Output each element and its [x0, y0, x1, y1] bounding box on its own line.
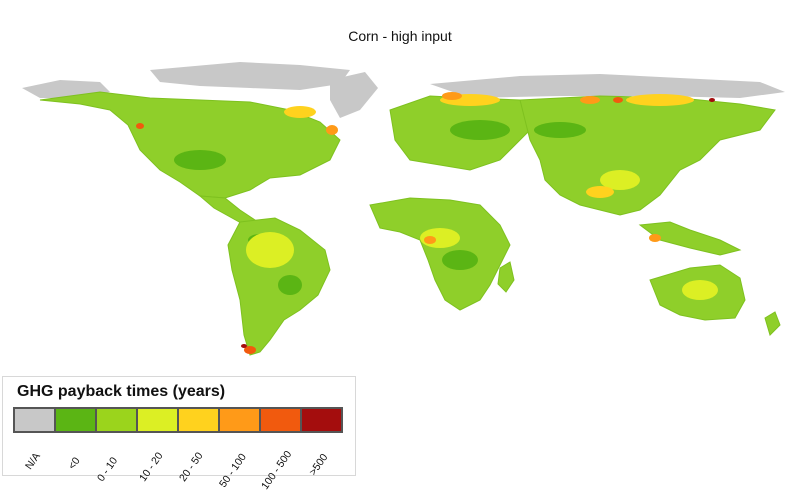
class-50-100-patches: [326, 92, 661, 244]
legend-swatch-50-100: [220, 409, 261, 431]
legend-label-50-100: 50 - 100: [217, 451, 249, 490]
southeast-asia-islands: [638, 221, 742, 256]
legend-swatch-0-10: [97, 409, 138, 431]
africa: [369, 197, 511, 311]
legend-label-gt500: >500: [307, 451, 331, 478]
class-20-50-patches: [284, 94, 694, 198]
legend-label-na: N/A: [23, 450, 43, 472]
class-lt0-patches: [174, 120, 586, 295]
legend-swatch-100-500: [261, 409, 302, 431]
legend-title: GHG payback times (years): [17, 383, 226, 400]
madagascar: [497, 261, 515, 293]
world-map: [22, 62, 785, 356]
legend-labels: N/A <0 0 - 10 10 - 20 20 - 50 50 - 100 1…: [13, 435, 353, 492]
asia: [519, 95, 776, 216]
legend-label-100-500: 100 - 500: [259, 448, 295, 492]
class-100-500-patches: [136, 97, 623, 354]
legend-swatch-20-50: [179, 409, 220, 431]
legend-color-bar: [13, 407, 343, 433]
legend: GHG payback times (years) N/A <0 0 - 10 …: [2, 376, 356, 492]
map-title: Corn - high input: [348, 28, 452, 44]
north-america: [39, 91, 341, 199]
class-gt500-patches: [241, 98, 715, 348]
siberia-north: [430, 74, 785, 98]
legend-swatch-lt0: [56, 409, 97, 431]
new-zealand: [764, 311, 781, 336]
legend-swatch-na: [15, 409, 56, 431]
legend-label-lt0: <0: [66, 455, 83, 472]
na-regions: [22, 62, 785, 180]
greenland: [330, 72, 378, 118]
legend-swatch-10-20: [138, 409, 179, 431]
legend-swatch-gt500: [302, 409, 341, 431]
canadian-arctic-islands: [150, 62, 350, 90]
land-masses: [39, 72, 781, 356]
